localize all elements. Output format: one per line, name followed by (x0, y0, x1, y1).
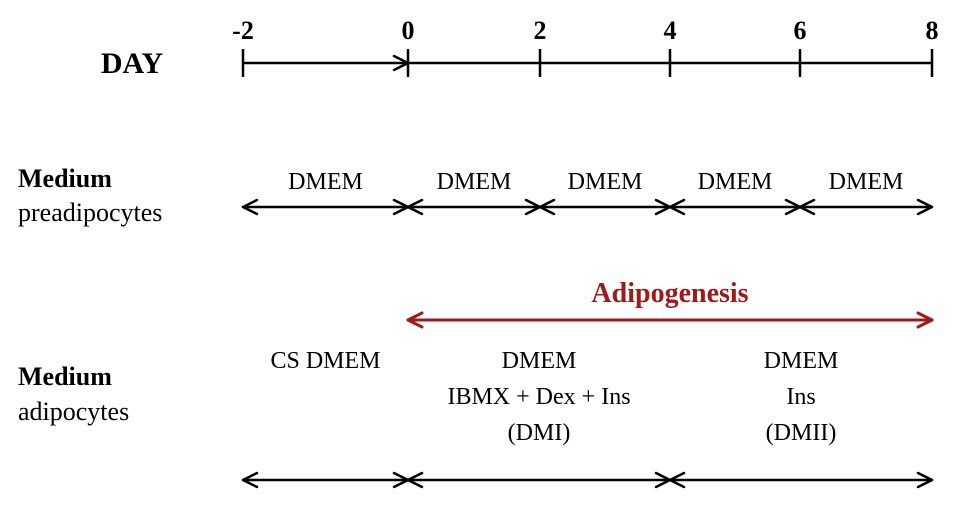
axis-tick-label: 2 (534, 16, 547, 45)
adipocytes-medium-label: DMEM (502, 348, 577, 374)
protocol-diagram: DAY -2 0 2 4 6 8 Medium preadipocytes DMEM DMEM DME… (0, 0, 969, 516)
adipocytes-medium-label: (DMII) (766, 420, 837, 446)
adipocytes-medium-label: (DMI) (508, 420, 571, 446)
preadipocytes-medium-label: DMEM (437, 169, 512, 195)
adipocytes-medium-label: IBMX + Dex + Ins (447, 384, 630, 410)
axis-tick-label: 4 (664, 16, 677, 45)
preadipocytes-medium-label: DMEM (288, 169, 363, 195)
preadipocytes-medium-label: DMEM (568, 169, 643, 195)
preadipocytes-title: Medium (18, 164, 112, 193)
adipocytes-medium-label: DMEM (764, 348, 839, 374)
adipocytes-medium-label: Ins (786, 384, 815, 410)
axis-label: DAY (101, 47, 164, 80)
axis-tick-label: 6 (794, 16, 807, 45)
preadipocytes-subtitle: preadipocytes (18, 198, 162, 227)
adipocytes-subtitle: adipocytes (18, 397, 129, 426)
adipogenesis-label: Adipogenesis (591, 278, 748, 309)
adipocytes-title: Medium (18, 362, 112, 391)
preadipocytes-medium-label: DMEM (829, 169, 904, 195)
preadipocytes-medium-label: DMEM (698, 169, 773, 195)
axis-tick-label: -2 (232, 16, 254, 45)
axis-tick-label: 0 (402, 16, 415, 45)
adipocytes-medium-label: CS DMEM (270, 348, 380, 374)
axis-tick-label: 8 (926, 16, 939, 45)
